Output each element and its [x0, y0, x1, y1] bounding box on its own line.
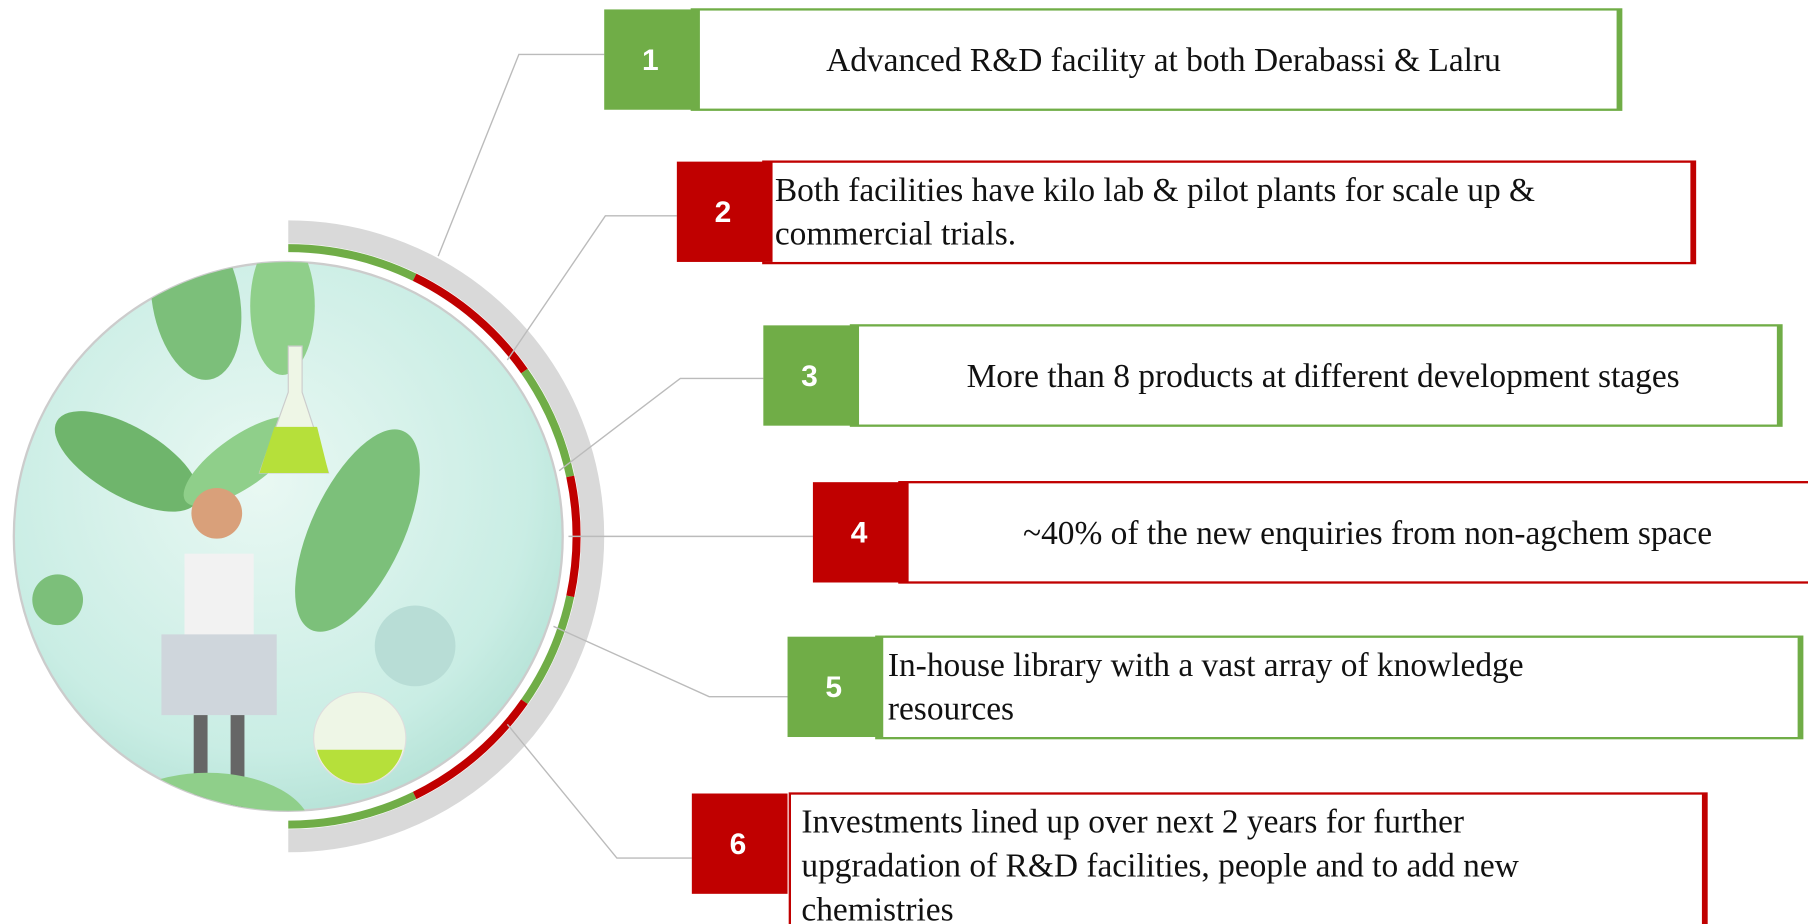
- text-box-edge: [1702, 794, 1707, 924]
- item-number: 3: [801, 360, 818, 393]
- item-number: 1: [642, 44, 659, 77]
- item-text: Investments lined up over next 2 years f…: [801, 804, 1464, 841]
- connector: [553, 626, 787, 696]
- diagram: 1 Advanced R&D facility at both Derabassi…: [0, 0, 1808, 924]
- item-text: commercial trials.: [775, 216, 1016, 253]
- text-box-edge: [1690, 162, 1695, 263]
- text-box-edge: [1617, 9, 1622, 109]
- item-text: More than 8 products at different develo…: [967, 358, 1680, 395]
- text-box-edge: [1777, 325, 1782, 425]
- item-number: 2: [715, 196, 732, 229]
- item-number: 6: [730, 828, 747, 861]
- item-text: upgradation of R&D facilities, people an…: [801, 848, 1518, 885]
- page: 1 Advanced R&D facility at both Derabassi…: [0, 0, 1808, 924]
- connector: [507, 724, 691, 858]
- item-text: chemistries: [801, 891, 953, 924]
- item-number: 5: [825, 671, 842, 704]
- item-text: Both facilities have kilo lab & pilot pl…: [775, 172, 1535, 209]
- item-text: Advanced R&D facility at both Derabassi …: [826, 42, 1501, 79]
- connector: [438, 54, 604, 256]
- item-text: In-house library with a vast array of kn…: [888, 647, 1524, 684]
- items: 1 Advanced R&D facility at both Derabassi…: [438, 9, 1808, 924]
- item-text: resources: [888, 691, 1014, 728]
- item-text: ~40% of the new enquiries from non-agche…: [1023, 515, 1712, 552]
- item-number: 4: [851, 517, 868, 550]
- text-box-edge: [1798, 637, 1803, 738]
